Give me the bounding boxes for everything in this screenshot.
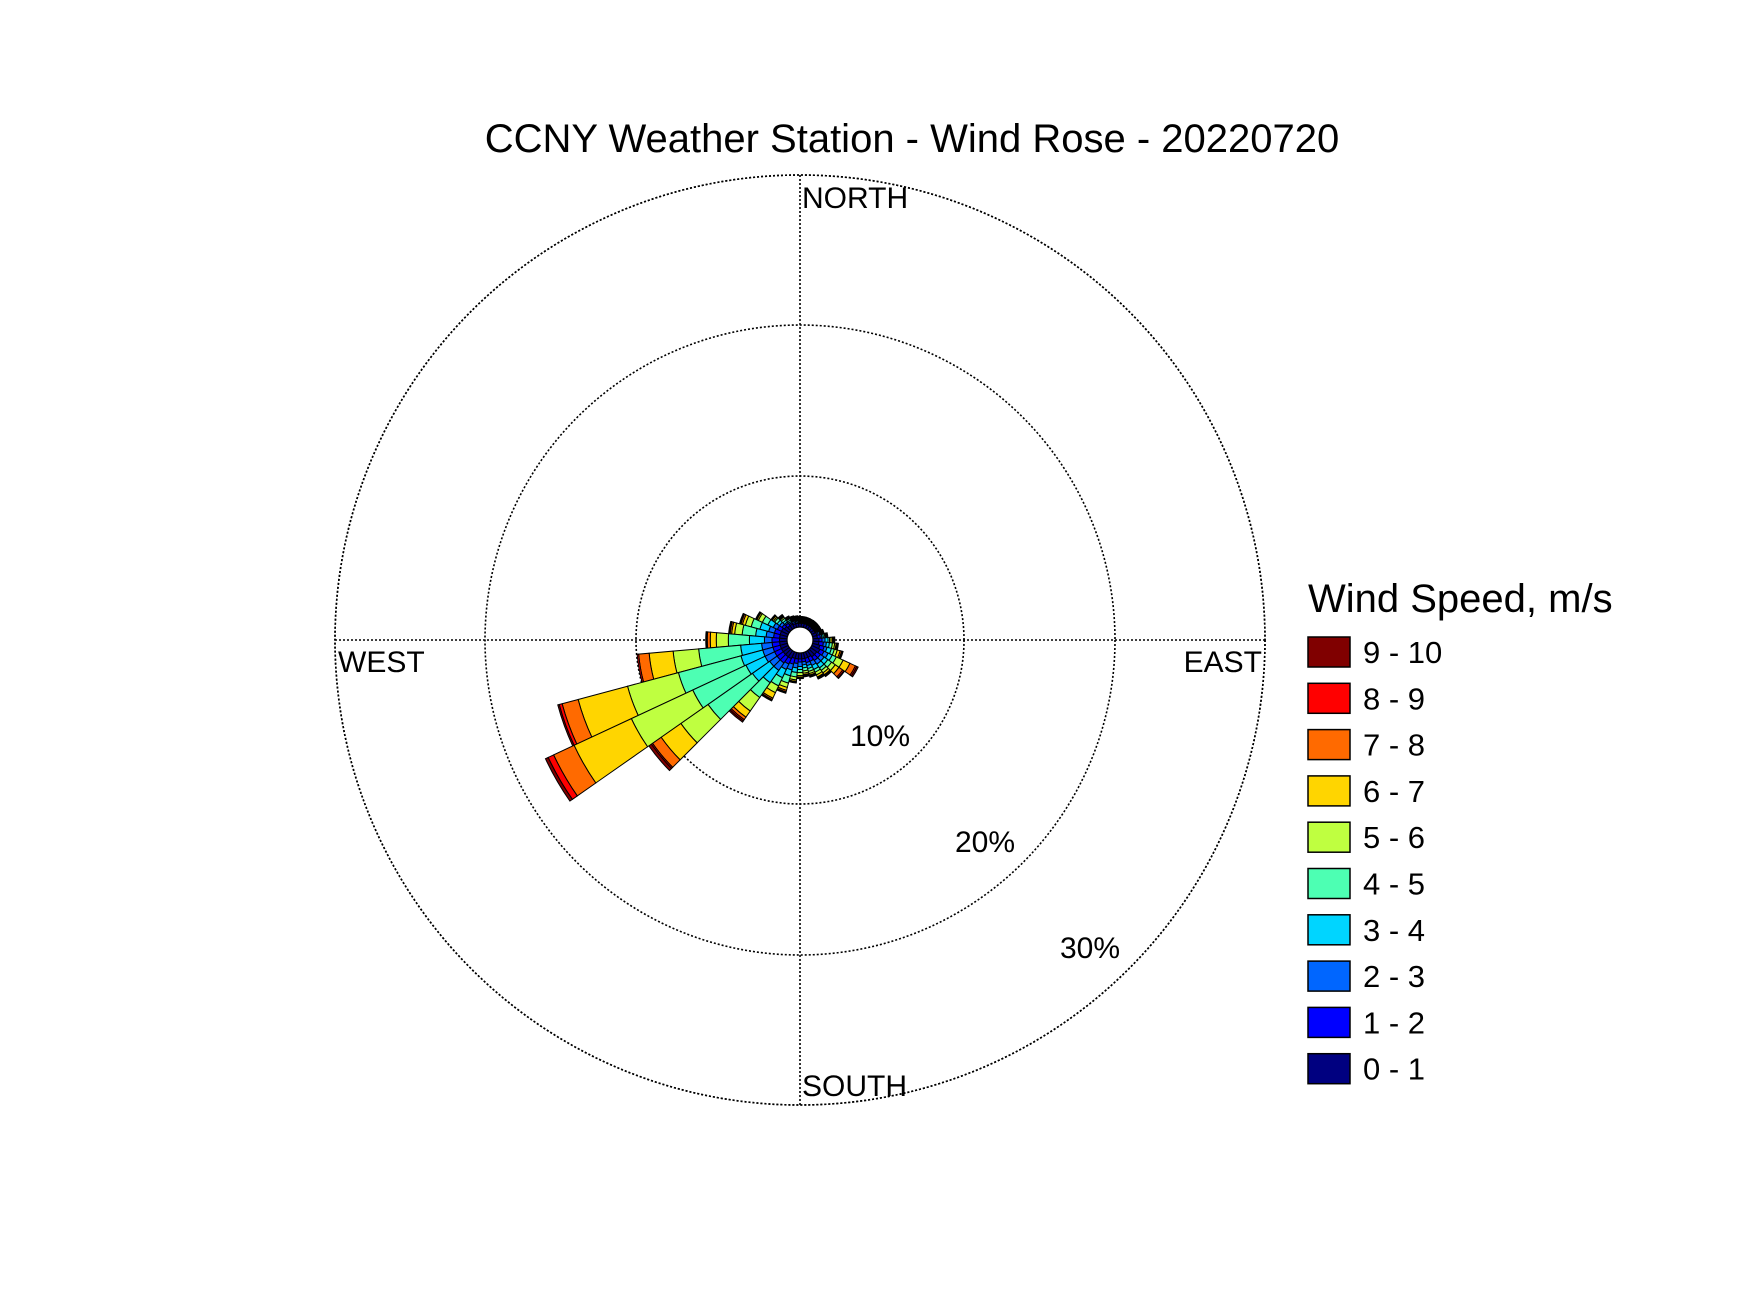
chart-title: CCNY Weather Station - Wind Rose - 20220… <box>485 117 1340 161</box>
wedge-90-bin-9 <box>833 636 836 644</box>
sector-270 <box>705 631 788 649</box>
wedge-120-bin-9 <box>850 665 859 678</box>
wedge-260-bin-8 <box>636 653 645 683</box>
sector-210 <box>760 649 796 702</box>
ring-label-10: 10% <box>850 720 910 753</box>
ring-label-20: 20% <box>955 826 1015 859</box>
legend-swatch <box>1307 914 1351 946</box>
sector-220 <box>728 648 794 723</box>
legend-item: 9 - 10 <box>1307 635 1442 670</box>
legend-label: 4 - 5 <box>1363 867 1425 902</box>
legend-label: 9 - 10 <box>1363 635 1442 670</box>
wedge-300-bin-8 <box>754 611 762 621</box>
direction-label-west: WEST <box>338 646 425 679</box>
wedge-130-bin-9 <box>837 670 846 680</box>
wedge-250-bin-9 <box>557 703 575 747</box>
legend-swatch <box>1307 682 1351 715</box>
legend-swatch <box>1307 775 1351 807</box>
sector-180 <box>796 652 804 680</box>
legend-label: 2 - 3 <box>1363 959 1425 994</box>
direction-label-south: SOUTH <box>802 1070 907 1103</box>
wedge-270-bin-6 <box>709 631 718 649</box>
wedge-270-bin-9 <box>705 631 708 649</box>
sector-280 <box>728 620 789 640</box>
wedge-140-bin-9 <box>824 670 833 678</box>
wedge-280-bin-9 <box>728 620 733 635</box>
sector-250 <box>557 642 789 747</box>
legend-item: 5 - 6 <box>1307 820 1425 855</box>
wedge-180-bin-8 <box>796 677 804 680</box>
legend-label: 0 - 1 <box>1363 1052 1425 1087</box>
legend-item: 1 - 2 <box>1307 1005 1425 1040</box>
legend-item: 4 - 5 <box>1307 867 1425 902</box>
legend-item: 6 - 7 <box>1307 774 1425 809</box>
legend-title: Wind Speed, m/s <box>1308 577 1613 621</box>
legend-label: 5 - 6 <box>1363 820 1425 855</box>
legend-item: 2 - 3 <box>1307 959 1425 994</box>
legend-items: 9 - 10 8 - 9 7 - 8 6 - 7 5 - 6 4 - 5 3 - 4 2 - … <box>1307 635 1442 1087</box>
sector-90 <box>812 636 836 644</box>
legend-label: 7 - 8 <box>1363 728 1425 763</box>
legend-swatch <box>1307 728 1351 761</box>
sector-300 <box>754 611 791 636</box>
ring-label-30: 30% <box>1060 932 1120 965</box>
legend-item: 0 - 1 <box>1307 1052 1425 1087</box>
legend-swatch <box>1307 1052 1351 1085</box>
wedge-310-bin-8 <box>770 614 777 621</box>
legend-label: 3 - 4 <box>1363 913 1425 948</box>
center-hole <box>786 626 814 654</box>
legend-label: 6 - 7 <box>1363 774 1425 809</box>
direction-label-north: NORTH <box>802 182 908 215</box>
sector-120 <box>809 644 859 678</box>
legend: Wind Speed, m/s 9 - 10 8 - 9 7 - 8 6 - 7 5 -… <box>1307 577 1613 1087</box>
wedge-240-bin-9 <box>544 756 574 802</box>
wedge-270-bin-5 <box>715 632 730 648</box>
wedge-150-bin-9 <box>817 673 826 680</box>
legend-label: 8 - 9 <box>1363 681 1425 716</box>
sector-240 <box>544 644 791 802</box>
wedge-0-bin-9 <box>797 615 803 618</box>
legend-swatch <box>1307 636 1351 668</box>
sector-260 <box>636 640 789 683</box>
legend-swatch <box>1307 867 1351 900</box>
legend-swatch <box>1307 821 1351 853</box>
legend-swatch <box>1307 1006 1351 1039</box>
legend-item: 8 - 9 <box>1307 681 1425 716</box>
legend-swatch <box>1307 960 1351 992</box>
wedge-290-bin-9 <box>738 612 745 625</box>
legend-label: 1 - 2 <box>1363 1005 1425 1040</box>
legend-item: 7 - 8 <box>1307 728 1425 763</box>
legend-item: 3 - 4 <box>1307 913 1425 948</box>
direction-label-east: EAST <box>1184 646 1262 679</box>
wedge-160-bin-9 <box>809 673 817 678</box>
sector-140 <box>806 648 833 678</box>
